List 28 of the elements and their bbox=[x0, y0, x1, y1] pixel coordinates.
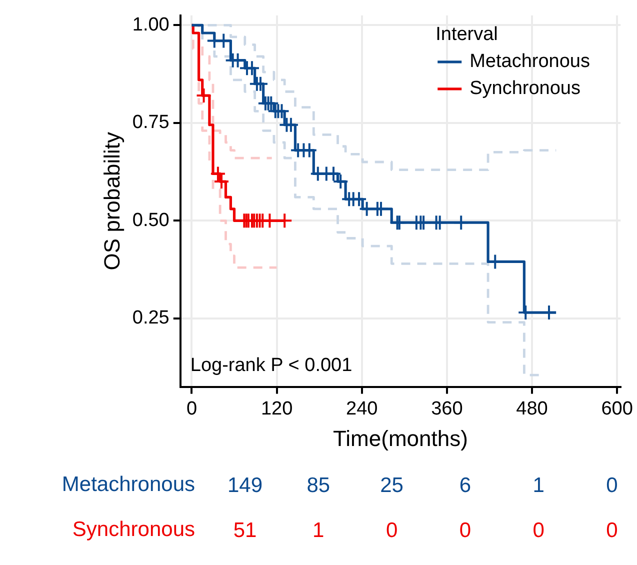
y-tick-label: 0.75 bbox=[132, 112, 170, 134]
data-label: 1 bbox=[282, 508, 356, 552]
data-label: 25 bbox=[355, 462, 428, 508]
data-label: 0 bbox=[428, 508, 502, 552]
y-tick-label: 0.50 bbox=[132, 210, 170, 231]
legend-label: Synchronous bbox=[470, 78, 581, 100]
data-label: 149 bbox=[208, 462, 282, 508]
x-tick-label: 120 bbox=[260, 398, 293, 420]
x-tick-label: 480 bbox=[516, 398, 548, 420]
data-label: 85 bbox=[282, 462, 356, 508]
data-label: 0 bbox=[575, 462, 637, 508]
data-label: 0 bbox=[355, 508, 428, 552]
data-label: 6 bbox=[428, 462, 502, 508]
annotation: Log-rank P < 0.001 bbox=[190, 354, 352, 376]
y-axis-title: OS probability bbox=[99, 132, 124, 270]
data-label: 0 bbox=[575, 508, 637, 552]
legend-label: Metachronous bbox=[470, 51, 590, 72]
x-tick-label: 0 bbox=[186, 398, 198, 420]
data-label: 1 bbox=[502, 462, 576, 508]
data-label: 51 bbox=[208, 508, 282, 552]
y-tick-label: 0.25 bbox=[132, 308, 170, 329]
data-label: 0 bbox=[502, 508, 576, 552]
x-tick-label: 240 bbox=[346, 398, 378, 420]
y-tick-label: 1.00 bbox=[132, 14, 170, 36]
legend-title: Interval bbox=[436, 24, 498, 46]
x-tick-label: 600 bbox=[601, 398, 633, 420]
x-tick-label: 360 bbox=[431, 398, 463, 420]
x-axis-title: Time(months) bbox=[333, 426, 468, 451]
